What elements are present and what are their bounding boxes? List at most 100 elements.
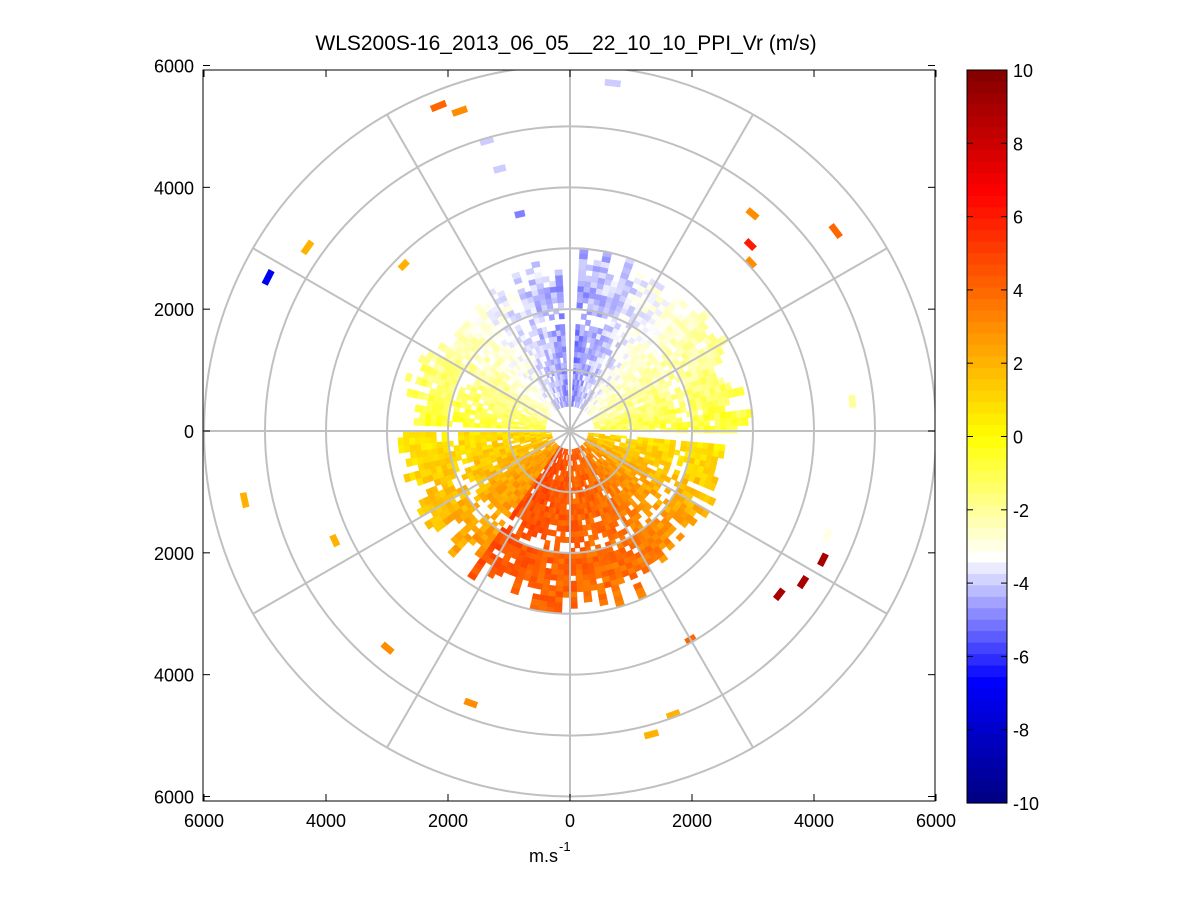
velocity-gate — [581, 457, 585, 464]
velocity-gate — [459, 448, 467, 456]
velocity-gate — [480, 441, 488, 447]
velocity-gate — [622, 462, 630, 468]
velocity-gate — [545, 444, 552, 450]
velocity-gate — [578, 530, 584, 538]
velocity-gate — [575, 492, 579, 499]
velocity-gate — [547, 330, 554, 338]
velocity-gate — [591, 449, 598, 455]
velocity-gate — [436, 441, 443, 449]
velocity-gate — [528, 388, 535, 395]
velocity-gate — [586, 466, 592, 473]
velocity-gate — [525, 463, 533, 470]
velocity-gate — [664, 414, 672, 420]
velocity-gate — [579, 329, 585, 337]
velocity-gate — [424, 430, 432, 438]
velocity-gate — [560, 531, 566, 538]
velocity-gate — [478, 524, 488, 534]
colorbar-swatch — [967, 608, 1007, 621]
velocity-gate — [637, 397, 645, 404]
velocity-gate — [473, 562, 484, 572]
velocity-gate — [496, 341, 505, 350]
velocity-gate — [618, 446, 625, 451]
velocity-gate — [572, 400, 575, 407]
velocity-gate — [570, 454, 573, 461]
velocity-gate — [634, 391, 642, 398]
velocity-gate — [536, 415, 543, 420]
velocity-gate — [585, 467, 590, 474]
velocity-gate — [587, 401, 593, 408]
velocity-gate — [532, 392, 539, 399]
velocity-gate — [586, 562, 595, 570]
velocity-gate — [598, 458, 605, 464]
velocity-gate — [495, 421, 503, 426]
velocity-gate — [560, 453, 564, 460]
velocity-gate — [639, 337, 648, 347]
velocity-gate — [555, 385, 560, 393]
velocity-gate — [615, 576, 626, 586]
velocity-gate — [534, 471, 541, 478]
velocity-gate — [531, 289, 540, 297]
velocity-gate — [628, 571, 639, 581]
velocity-gate — [620, 508, 629, 517]
velocity-gate — [604, 458, 612, 465]
velocity-gate — [606, 457, 613, 463]
velocity-gate — [523, 432, 530, 436]
velocity-gate — [690, 336, 700, 347]
velocity-gate — [582, 291, 591, 299]
velocity-gate — [594, 410, 601, 416]
velocity-gate — [577, 280, 586, 287]
velocity-gate — [553, 468, 558, 476]
velocity-gate — [560, 396, 564, 403]
velocity-gate — [654, 481, 663, 489]
velocity-gate — [610, 427, 617, 430]
velocity-gate — [538, 381, 544, 388]
velocity-gate — [436, 447, 444, 455]
velocity-gate — [587, 436, 594, 440]
velocity-gate — [545, 396, 551, 403]
velocity-gate — [620, 381, 628, 388]
velocity-gate — [521, 495, 528, 503]
velocity-gate — [603, 418, 611, 423]
velocity-gate — [541, 437, 548, 440]
velocity-gate — [483, 355, 492, 364]
velocity-gate — [643, 366, 652, 374]
y-tick-label: 6000 — [154, 57, 194, 77]
velocity-gate — [644, 517, 654, 526]
velocity-gate — [554, 480, 559, 487]
velocity-gate — [593, 422, 600, 426]
velocity-gate — [587, 512, 594, 520]
velocity-gate — [508, 386, 516, 393]
velocity-gate — [612, 398, 620, 404]
colorbar-swatch — [967, 333, 1007, 346]
velocity-gate — [691, 464, 700, 472]
velocity-gate — [610, 450, 617, 456]
velocity-gate — [573, 509, 578, 516]
velocity-gate — [578, 464, 583, 471]
velocity-gate — [556, 574, 564, 582]
velocity-gate — [626, 388, 634, 396]
velocity-gate — [536, 389, 542, 396]
colorbar-tick-label: 8 — [1013, 134, 1023, 154]
velocity-gate — [571, 449, 574, 456]
velocity-gate — [496, 397, 503, 404]
velocity-gate — [543, 573, 552, 581]
velocity-gate — [523, 427, 530, 430]
velocity-gate — [596, 467, 602, 474]
velocity-gate — [532, 401, 539, 407]
velocity-gate — [556, 380, 560, 387]
velocity-gate — [590, 550, 598, 558]
velocity-gate — [424, 519, 434, 530]
velocity-gate — [575, 329, 581, 336]
velocity-gate — [624, 279, 635, 288]
velocity-gate — [612, 444, 620, 449]
azimuth-spoke — [569, 430, 754, 749]
velocity-gate — [547, 551, 554, 559]
velocity-gate — [565, 384, 569, 391]
velocity-gate — [557, 391, 561, 398]
velocity-gate — [592, 533, 600, 541]
velocity-gate — [562, 448, 566, 455]
velocity-gate — [584, 275, 593, 283]
velocity-gate — [605, 397, 612, 404]
velocity-gate — [533, 559, 542, 568]
